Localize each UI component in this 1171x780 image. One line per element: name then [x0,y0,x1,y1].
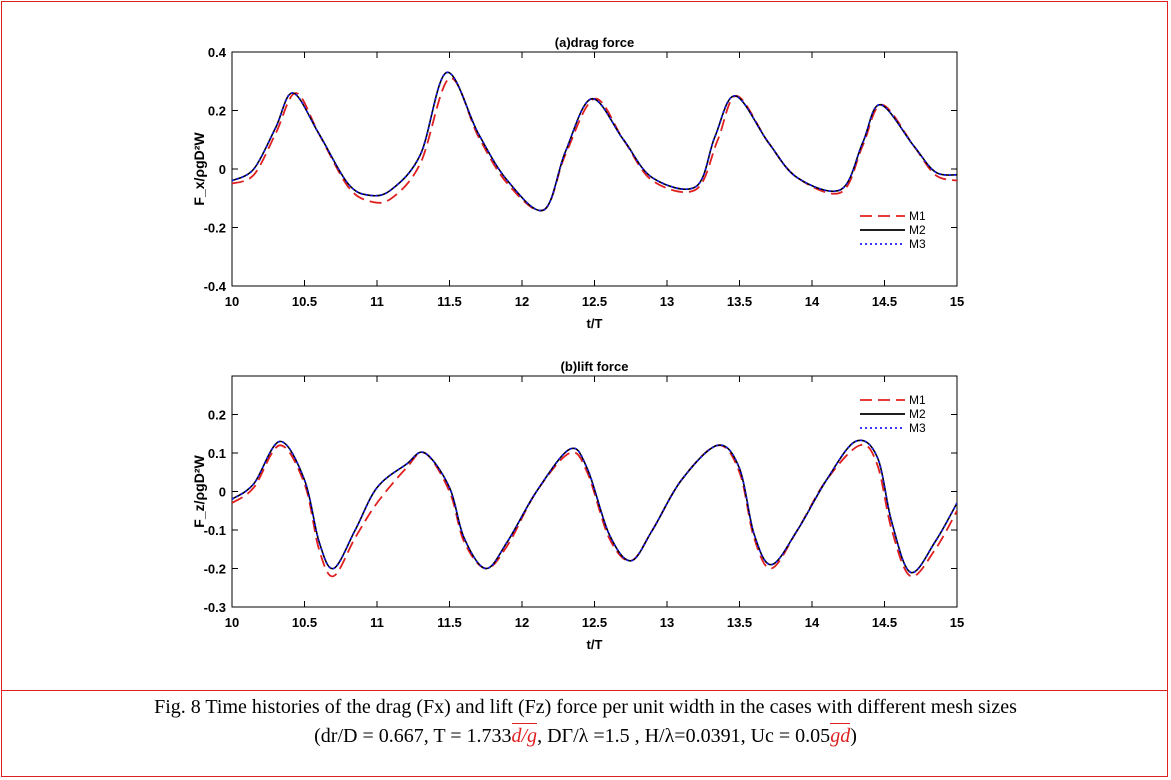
chart-lift-series-m2 [232,439,957,574]
chart-lift-title: (b)lift force [561,359,629,374]
chart-drag-series-m2 [232,71,957,212]
chart-lift-y-tick-label: -0.2 [204,562,226,577]
chart-lift-x-tick-label: 15 [950,615,964,630]
chart-drag-series-m1 [232,77,957,212]
chart-lift-x-tick-label: 14.5 [872,615,897,630]
chart-drag-title: (a)drag force [555,35,634,50]
chart-drag-legend-label-m3: M3 [909,237,926,251]
chart-drag-x-tick-label: 12 [515,294,529,309]
chart-drag-y-tick-label: 0.4 [208,45,227,60]
chart-lift-x-tick-label: 14 [805,615,820,630]
chart-drag-legend-label-m1: M1 [909,209,926,223]
chart-lift-x-tick-label: 10 [225,615,239,630]
caption-params-3: ) [850,725,857,747]
chart-drag: 10 10.5 11 11.5 12 12.5 13 13.5 14 14.5 15 -0.4 -0.2… [191,35,964,331]
caption-line-1: Fig. 8 Time histories of the drag (Fx) a… [154,696,1017,718]
chart-lift-y-tick-label: 0.2 [208,408,226,423]
caption-sqrt-gd: gd [830,723,851,747]
chart-lift: 10 10.5 11 11.5 12 12.5 13 13.5 14 14.5 15 -0.3 -0.2… [191,359,964,652]
caption-sqrt-d-over-g: d/g [511,723,538,747]
chart-drag-x-tick-label: 11 [370,294,384,309]
chart-drag-x-tick-label: 12.5 [582,294,607,309]
caption-line-2: (dr/D = 0.667, T = 1.733d/g, DΓ/λ =1.5 ,… [0,723,1171,748]
chart-drag-legend-label-m2: M2 [909,223,926,237]
charts-svg: 10 10.5 11 11.5 12 12.5 13 13.5 14 14.5 15 -0.4 -0.2… [191,35,964,652]
chart-lift-legend-label-m1: M1 [909,393,926,407]
chart-lift-y-tick-label: 0 [219,485,226,500]
chart-drag-x-tick-label: 10.5 [292,294,317,309]
caption-params-1: (dr/D = 0.667, T = 1.733 [314,725,512,747]
chart-drag-ylabel: F_x/ρgD²W [191,132,207,206]
chart-lift-y-tick-label: -0.3 [204,600,226,615]
chart-drag-y-tick-label: 0 [219,162,226,177]
caption-params-2: , DΓ/λ =1.5 , H/λ=0.0391, Uc = 0.05 [537,725,831,747]
chart-lift-legend-label-m3: M3 [909,421,926,435]
chart-lift-x-tick-label: 13 [660,615,674,630]
chart-drag-y-tick-label: -0.4 [204,279,227,294]
chart-drag-x-tick-label: 14.5 [872,294,897,309]
chart-lift-x-tick-label: 11 [370,615,384,630]
chart-drag-y-tick-label: -0.2 [204,221,226,236]
chart-drag-x-tick-label: 15 [950,294,964,309]
chart-drag-x-tick-label: 13 [660,294,674,309]
chart-lift-x-tick-label: 11.5 [437,615,462,630]
chart-drag-series-m3 [232,71,957,212]
chart-drag-x-tick-label: 11.5 [437,294,462,309]
chart-drag-axes-box [231,51,958,287]
chart-lift-ylabel: F_z/ρgD²W [191,455,207,528]
chart-lift-x-tick-label: 13.5 [727,615,752,630]
chart-lift-xlabel: t/T [587,637,603,652]
chart-lift-x-tick-label: 12.5 [582,615,607,630]
chart-drag-x-tick-label: 13.5 [727,294,752,309]
chart-lift-series-m3 [232,439,957,574]
chart-lift-legend-label-m2: M2 [909,407,926,421]
chart-drag-xlabel: t/T [587,316,603,331]
chart-drag-x-tick-label: 10 [225,294,239,309]
chart-lift-y-tick-label: -0.1 [204,523,226,538]
chart-lift-x-tick-label: 12 [515,615,529,630]
chart-lift-y-tick-label: 0.1 [208,446,226,461]
chart-lift-x-tick-label: 10.5 [292,615,317,630]
caption-divider [1,690,1168,691]
chart-lift-series-m1 [232,443,957,578]
chart-drag-y-tick-label: 0.2 [208,104,226,119]
chart-drag-x-tick-label: 14 [805,294,820,309]
